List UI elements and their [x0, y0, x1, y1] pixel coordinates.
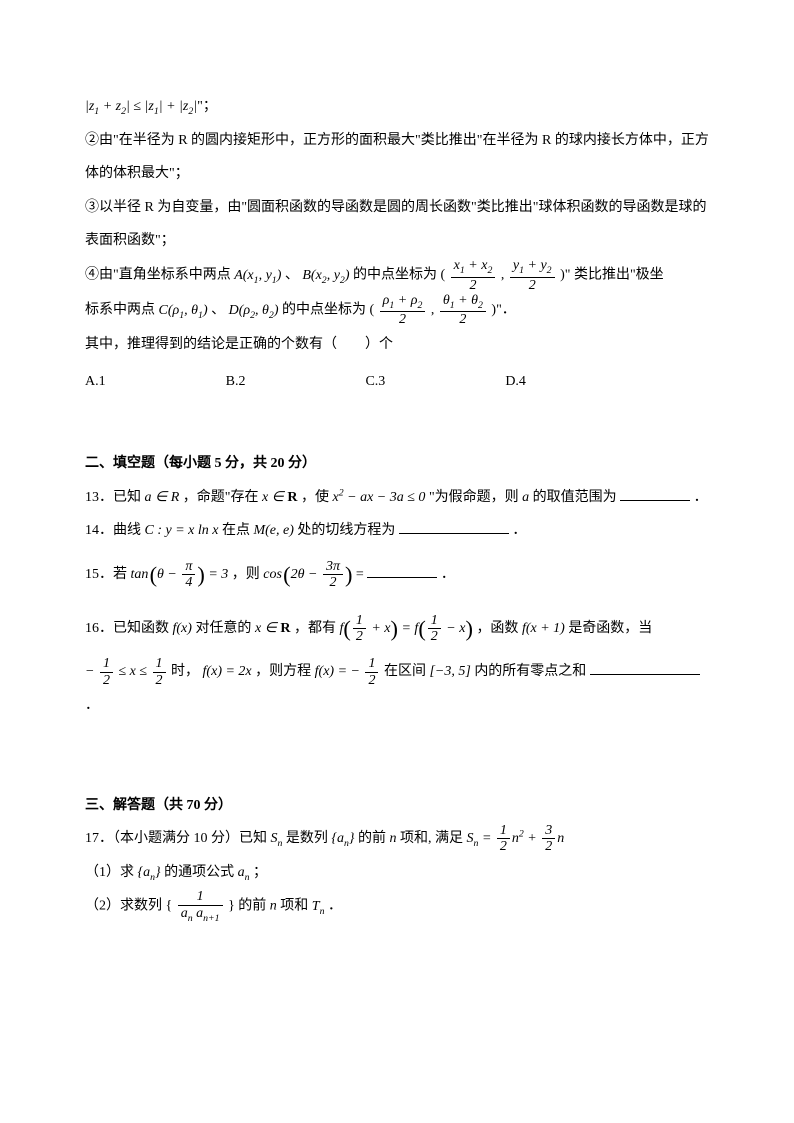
- text: （1）求: [85, 865, 138, 880]
- text: 、: [285, 268, 299, 283]
- blank: [367, 563, 437, 578]
- text: 的中点坐标为 (: [282, 303, 374, 318]
- text: ．: [512, 523, 526, 538]
- prev-options: A.1 B.2 C.3 D.4: [85, 365, 709, 399]
- prev-item-2: ②由"在半径为 R 的圆内接矩形中，正方形的面积最大"类比推出"在半径为 R 的…: [85, 124, 709, 191]
- option-a: A.1: [85, 365, 106, 399]
- prev-line-1: |z1 + z2| ≤ |z1| + |z2|"；: [85, 90, 709, 124]
- text: 的取值范围为: [533, 490, 617, 505]
- text: 的中点坐标为 (: [353, 268, 445, 283]
- text: 15．若: [85, 567, 131, 582]
- option-b: B.2: [226, 365, 246, 399]
- text: ．: [85, 698, 99, 713]
- text: 时，: [171, 664, 199, 679]
- text: 17．（本小题满分 10 分）已知: [85, 831, 271, 846]
- prev-stem: 其中，推理得到的结论是正确的个数有（ ）个: [85, 328, 709, 362]
- q17-sub1: （1）求 {an} 的通项公式 an ；: [85, 856, 709, 890]
- text: ,: [431, 303, 438, 318]
- blank: [620, 486, 690, 501]
- text: ，则方程: [255, 664, 315, 679]
- blank: [399, 519, 509, 534]
- text: 是数列: [286, 831, 332, 846]
- text: ④由"直角坐标系中两点: [85, 268, 234, 283]
- q17: 17．（本小题满分 10 分）已知 Sn 是数列 {an} 的前 n 项和, 满…: [85, 822, 709, 856]
- text: ．: [441, 567, 455, 582]
- section-3-title: 三、解答题（共 70 分）: [85, 789, 709, 823]
- text: 的通项公式: [164, 865, 238, 880]
- blank: [590, 660, 700, 675]
- prev-item-3: ③以半径 R 为自变量，由"圆面积函数的导函数是圆的周长函数"类比推出"球体积函…: [85, 191, 709, 258]
- text: 在点: [222, 523, 254, 538]
- prev-item-4-line1: ④由"直角坐标系中两点 A(x1, y1) 、 B(x2, y2) 的中点坐标为…: [85, 258, 709, 293]
- text: 16．已知函数: [85, 621, 173, 636]
- q15: 15．若 tan (θ − π4) = 3 ，则 cos (2θ − 3π2) …: [85, 548, 709, 602]
- document-page: |z1 + z2| ≤ |z1| + |z2|"； ②由"在半径为 R 的圆内接…: [0, 0, 794, 984]
- option-c: C.3: [365, 365, 385, 399]
- text: "为假命题，则: [429, 490, 522, 505]
- q16-line2: − 12 ≤ x ≤ 12 时， f(x) = 2x ，则方程 f(x) = −…: [85, 655, 709, 722]
- text: ，都有: [294, 621, 340, 636]
- text: ,: [501, 268, 508, 283]
- text: 的前: [358, 831, 390, 846]
- text: 在区间: [384, 664, 430, 679]
- text: 处的切线方程为: [297, 523, 395, 538]
- text: } 的前: [228, 899, 270, 914]
- text: ，命题"存在: [183, 490, 262, 505]
- text: 项和: [280, 899, 312, 914]
- text: 14．曲线: [85, 523, 145, 538]
- prev-item-4-line2: 标系中两点 C(ρ1, θ1) 、 D(ρ2, θ2) 的中点坐标为 ( ρ1 …: [85, 293, 709, 328]
- q16-line1: 16．已知函数 f(x) 对任意的 x ∈ R ，都有 f(12 + x) = …: [85, 602, 709, 656]
- text: )"．: [491, 303, 515, 318]
- section-2-title: 二、填空题（每小题 5 分，共 20 分）: [85, 447, 709, 481]
- text: （2）求数列 {: [85, 899, 176, 914]
- text: 对任意的: [195, 621, 255, 636]
- option-d: D.4: [505, 365, 526, 399]
- text: 项和, 满足: [400, 831, 467, 846]
- q14: 14．曲线 C : y = x ln x 在点 M(e, e) 处的切线方程为 …: [85, 514, 709, 548]
- text: 、: [211, 303, 225, 318]
- text: 内的所有零点之和: [474, 664, 586, 679]
- q13: 13．已知 a ∈ R ，命题"存在 x ∈ R ，使 x2 − ax − 3a…: [85, 481, 709, 515]
- q17-sub2: （2）求数列 { 1an an+1 } 的前 n 项和 Tn ．: [85, 889, 709, 924]
- text: ．: [328, 899, 342, 914]
- text: ，函数: [476, 621, 522, 636]
- text: 是奇函数，当: [568, 621, 652, 636]
- text: 13．已知: [85, 490, 145, 505]
- text: ，则: [232, 567, 264, 582]
- text: ；: [253, 865, 267, 880]
- text: 标系中两点: [85, 303, 159, 318]
- text: )" 类比推出"极坐: [560, 268, 664, 283]
- text: =: [356, 567, 367, 582]
- text: ．: [694, 490, 708, 505]
- text: ，使: [301, 490, 333, 505]
